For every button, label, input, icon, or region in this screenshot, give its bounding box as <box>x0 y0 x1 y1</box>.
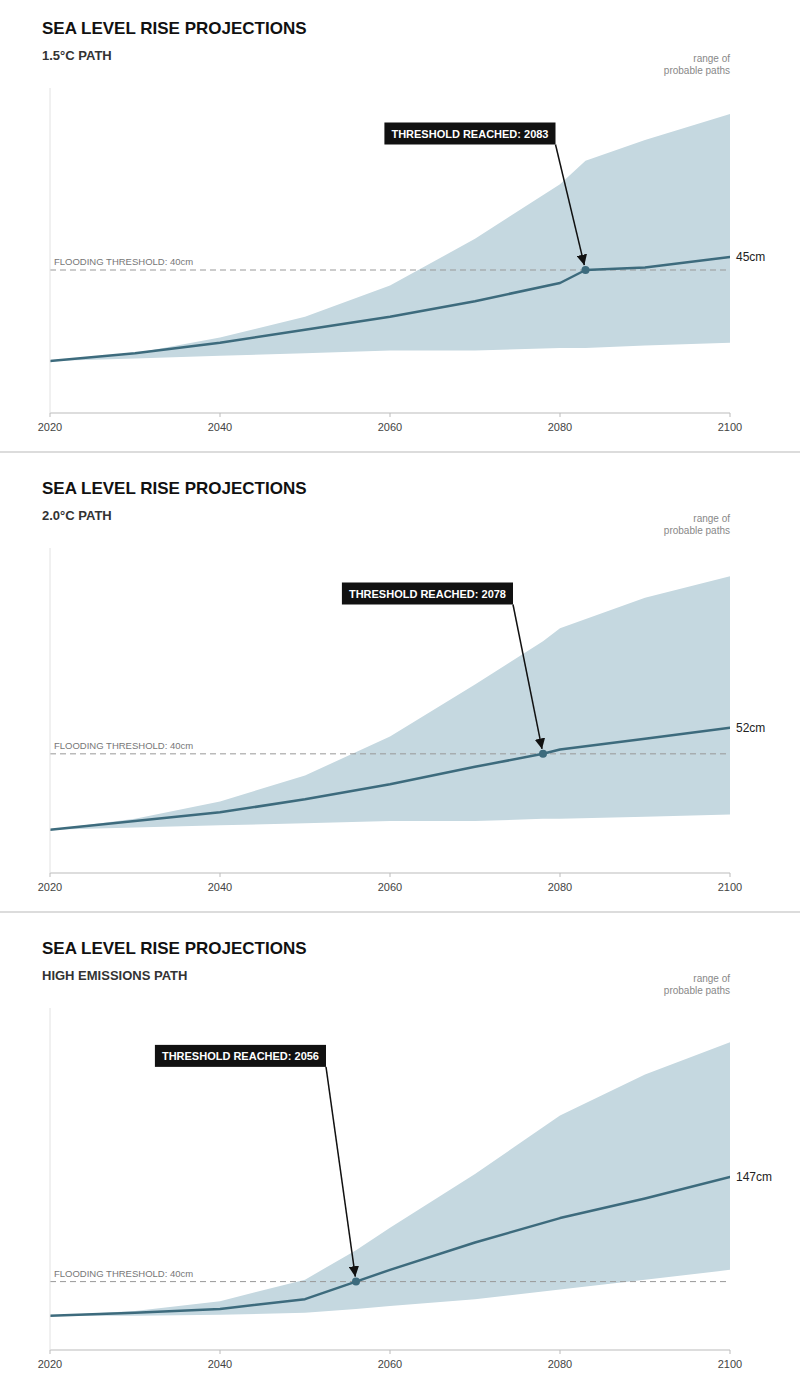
subtitle: HIGH EMISSIONS PATH <box>42 968 187 983</box>
x-tick-label: 2020 <box>38 421 62 433</box>
end-value-label: 45cm <box>736 250 765 264</box>
probable-range-band <box>50 114 730 361</box>
plot-area <box>50 576 730 830</box>
x-tick <box>390 873 391 877</box>
y-axis-line <box>50 1008 51 1350</box>
subtitle: 2.0°C PATH <box>42 508 112 523</box>
title: SEA LEVEL RISE PROJECTIONS <box>42 939 307 958</box>
background <box>0 0 800 1387</box>
band-label: range ofprobable paths <box>664 53 730 76</box>
probable-range-band <box>50 1042 730 1316</box>
title: SEA LEVEL RISE PROJECTIONS <box>42 479 307 498</box>
threshold-annotation: THRESHOLD REACHED: 2078 <box>342 583 542 749</box>
band-label-line: range of <box>693 53 730 64</box>
x-tick <box>50 413 51 417</box>
threshold-annotation: THRESHOLD REACHED: 2056 <box>155 1045 355 1277</box>
threshold-label: FLOODING THRESHOLD: 40cm <box>54 256 193 267</box>
x-tick <box>220 1350 221 1354</box>
band-label-line: range of <box>693 973 730 984</box>
threshold-label: FLOODING THRESHOLD: 40cm <box>54 740 193 751</box>
x-tick <box>220 413 221 417</box>
separator <box>0 451 800 453</box>
annotation-box <box>342 583 513 605</box>
chart-panel: SEA LEVEL RISE PROJECTIONS 2.0°C PATH rang… <box>0 452 800 893</box>
x-tick <box>50 1350 51 1354</box>
plot-area <box>50 1042 730 1316</box>
title: SEA LEVEL RISE PROJECTIONS <box>42 19 307 38</box>
x-tick-label: 2060 <box>378 421 402 433</box>
x-tick-label: 2040 <box>208 881 232 893</box>
x-tick <box>560 413 561 417</box>
plot-area <box>50 114 730 361</box>
x-tick-label: 2040 <box>208 421 232 433</box>
x-tick <box>730 413 731 417</box>
mean-line <box>50 1177 730 1316</box>
x-tick <box>730 873 731 877</box>
separator <box>0 911 800 913</box>
x-tick-label: 2060 <box>378 881 402 893</box>
subtitle: 1.5°C PATH <box>42 48 112 63</box>
mean-line <box>50 257 730 361</box>
threshold-label: FLOODING THRESHOLD: 40cm <box>54 1268 193 1279</box>
x-tick-label: 2080 <box>548 1358 572 1370</box>
annotation-text: THRESHOLD REACHED: 2078 <box>349 588 506 600</box>
threshold-point <box>539 750 547 758</box>
band-label: range ofprobable paths <box>664 513 730 536</box>
band-label-line: probable paths <box>664 65 730 76</box>
x-tick-label: 2080 <box>548 881 572 893</box>
annotation-text: THRESHOLD REACHED: 2083 <box>391 128 548 140</box>
chart-panel: SEA LEVEL RISE PROJECTIONS HIGH EMISSIONS… <box>0 912 800 1370</box>
x-tick-label: 2100 <box>718 421 742 433</box>
x-tick-label: 2020 <box>38 881 62 893</box>
annotation-box <box>384 123 555 145</box>
band-label-line: probable paths <box>664 525 730 536</box>
threshold-point <box>352 1278 360 1286</box>
band-label: range ofprobable paths <box>664 973 730 996</box>
x-tick <box>50 873 51 877</box>
band-label-line: range of <box>693 513 730 524</box>
threshold-point <box>582 266 590 274</box>
x-tick-label: 2100 <box>718 881 742 893</box>
end-value-label: 52cm <box>736 721 765 735</box>
annotation-box <box>155 1045 326 1067</box>
x-tick <box>220 873 221 877</box>
threshold-annotation: THRESHOLD REACHED: 2083 <box>384 123 584 266</box>
annotation-arrow <box>513 605 542 749</box>
figure: SEA LEVEL RISE PROJECTIONS 1.5°C PATH rang… <box>0 0 800 1387</box>
x-tick-label: 2060 <box>378 1358 402 1370</box>
annotation-arrow <box>326 1067 355 1277</box>
y-axis-line <box>50 548 51 873</box>
x-tick-label: 2100 <box>718 1358 742 1370</box>
probable-range-band <box>50 576 730 830</box>
x-tick <box>730 1350 731 1354</box>
x-tick-label: 2080 <box>548 421 572 433</box>
y-axis-line <box>50 88 51 413</box>
annotation-text: THRESHOLD REACHED: 2056 <box>162 1050 319 1062</box>
threshold-line <box>50 270 730 271</box>
x-tick <box>390 1350 391 1354</box>
end-value-label: 147cm <box>736 1170 772 1184</box>
chart-panel: SEA LEVEL RISE PROJECTIONS 1.5°C PATH rang… <box>38 19 766 433</box>
annotation-arrow <box>556 145 585 266</box>
mean-line <box>50 728 730 830</box>
band-label-line: probable paths <box>664 985 730 996</box>
x-tick <box>390 413 391 417</box>
threshold-line <box>50 753 730 754</box>
x-tick <box>560 873 561 877</box>
threshold-line <box>50 1281 730 1282</box>
x-tick-label: 2020 <box>38 1358 62 1370</box>
x-tick <box>560 1350 561 1354</box>
x-tick-label: 2040 <box>208 1358 232 1370</box>
